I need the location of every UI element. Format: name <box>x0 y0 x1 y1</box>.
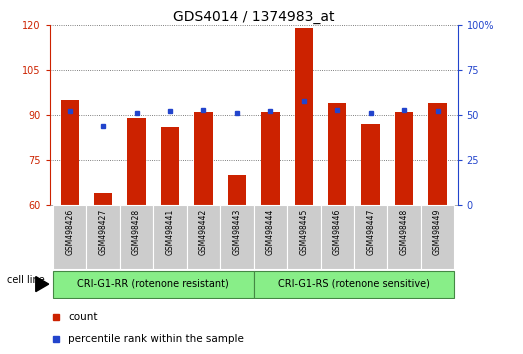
Text: CRI-G1-RR (rotenone resistant): CRI-G1-RR (rotenone resistant) <box>77 279 229 289</box>
Text: GSM498448: GSM498448 <box>400 209 408 255</box>
Bar <box>53 270 254 298</box>
Text: GSM498447: GSM498447 <box>366 209 375 255</box>
Bar <box>287 205 321 269</box>
Bar <box>94 193 112 205</box>
Bar <box>187 205 220 269</box>
Title: GDS4014 / 1374983_at: GDS4014 / 1374983_at <box>173 10 334 24</box>
Text: count: count <box>68 312 98 322</box>
Text: GSM498441: GSM498441 <box>166 209 175 255</box>
Text: cell line: cell line <box>7 275 45 285</box>
Bar <box>428 103 447 205</box>
Bar <box>195 112 213 205</box>
Bar <box>120 205 153 269</box>
Bar <box>254 270 454 298</box>
Bar <box>86 205 120 269</box>
Text: GSM498428: GSM498428 <box>132 209 141 255</box>
Bar <box>254 205 287 269</box>
Polygon shape <box>36 276 49 292</box>
Bar <box>161 127 179 205</box>
Text: CRI-G1-RS (rotenone sensitive): CRI-G1-RS (rotenone sensitive) <box>278 279 430 289</box>
Text: GSM498449: GSM498449 <box>433 209 442 255</box>
Text: GSM498445: GSM498445 <box>299 209 309 255</box>
Bar <box>53 205 86 269</box>
Bar <box>354 205 388 269</box>
Text: percentile rank within the sample: percentile rank within the sample <box>68 334 244 344</box>
Bar <box>388 205 421 269</box>
Text: GSM498427: GSM498427 <box>99 209 108 255</box>
Bar <box>361 124 380 205</box>
Bar <box>220 205 254 269</box>
Bar <box>294 28 313 205</box>
Bar <box>128 118 146 205</box>
Bar <box>261 112 280 205</box>
Bar <box>395 112 413 205</box>
Text: GSM498446: GSM498446 <box>333 209 342 255</box>
Bar <box>228 175 246 205</box>
Text: GSM498443: GSM498443 <box>232 209 242 255</box>
Bar <box>61 100 79 205</box>
Text: GSM498442: GSM498442 <box>199 209 208 255</box>
Bar <box>153 205 187 269</box>
Text: GSM498426: GSM498426 <box>65 209 74 255</box>
Bar <box>328 103 346 205</box>
Bar <box>421 205 454 269</box>
Text: GSM498444: GSM498444 <box>266 209 275 255</box>
Bar <box>321 205 354 269</box>
